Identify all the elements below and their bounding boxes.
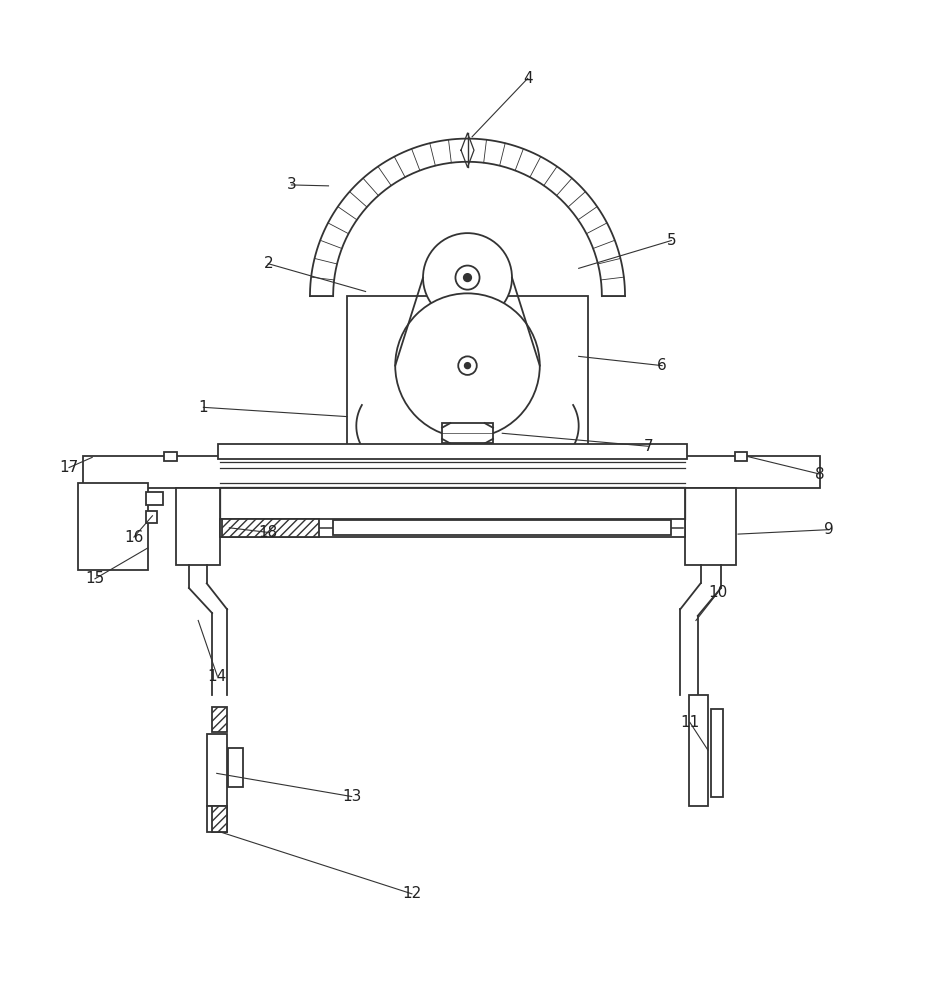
Bar — [222, 519, 319, 537]
Circle shape — [423, 233, 512, 322]
Bar — [208, 734, 227, 806]
Text: 18: 18 — [259, 525, 278, 540]
Text: 15: 15 — [85, 571, 105, 586]
Text: 10: 10 — [708, 585, 727, 600]
Bar — [212, 707, 227, 732]
Text: 9: 9 — [824, 522, 834, 537]
Text: 8: 8 — [814, 467, 825, 482]
Bar — [347, 296, 588, 449]
Circle shape — [464, 274, 471, 281]
Text: 16: 16 — [124, 530, 144, 545]
Bar — [688, 695, 708, 806]
Text: 7: 7 — [643, 439, 653, 454]
Bar — [165, 452, 177, 461]
Bar — [146, 492, 163, 505]
Bar — [333, 520, 671, 535]
Circle shape — [455, 266, 480, 290]
Bar — [79, 483, 148, 570]
Bar — [146, 511, 157, 523]
Bar — [228, 748, 243, 787]
Circle shape — [396, 293, 539, 438]
Bar — [442, 423, 493, 443]
Bar — [220, 519, 685, 537]
Text: 5: 5 — [667, 233, 676, 248]
Bar — [711, 708, 723, 797]
Circle shape — [465, 363, 470, 368]
Bar — [208, 806, 227, 832]
Bar — [685, 488, 736, 565]
Text: 14: 14 — [208, 669, 227, 684]
Text: 6: 6 — [657, 358, 667, 373]
Bar — [83, 456, 820, 488]
Bar — [735, 452, 747, 461]
Text: 2: 2 — [264, 256, 273, 271]
Text: 12: 12 — [402, 886, 422, 901]
Text: 11: 11 — [681, 715, 699, 730]
Text: 17: 17 — [60, 460, 79, 475]
Bar — [218, 444, 687, 459]
Text: 3: 3 — [286, 177, 296, 192]
Text: 13: 13 — [342, 789, 361, 804]
Bar — [212, 806, 227, 832]
Circle shape — [458, 356, 477, 375]
Text: 4: 4 — [523, 71, 533, 86]
Text: 1: 1 — [198, 400, 209, 415]
Bar — [176, 488, 220, 565]
